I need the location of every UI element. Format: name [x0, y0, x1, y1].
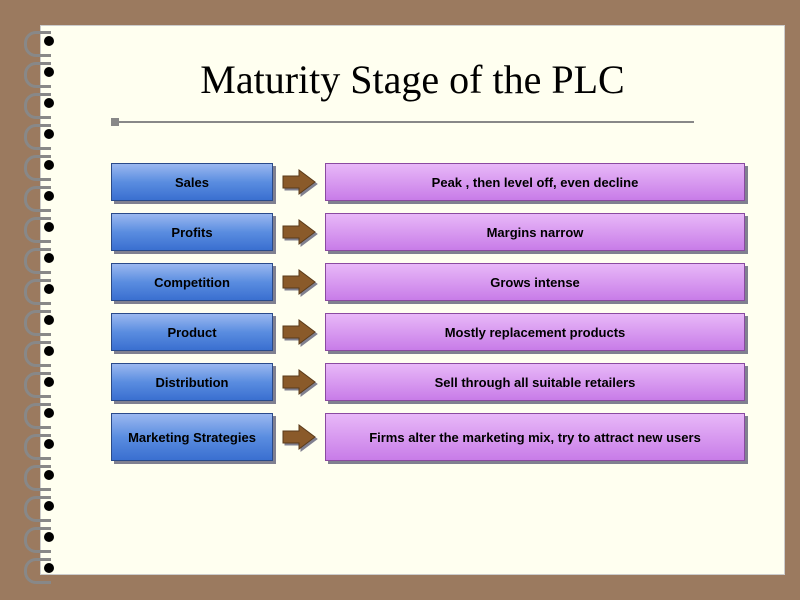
description-box: Peak , then level off, even decline [325, 163, 745, 201]
category-label: Sales [111, 163, 273, 201]
arrow-icon [281, 218, 317, 246]
ring-icon [26, 495, 56, 519]
arrow-icon [281, 368, 317, 396]
ring-icon [26, 309, 56, 333]
description-box: Mostly replacement products [325, 313, 745, 351]
ring-icon [26, 526, 56, 550]
ring-icon [26, 371, 56, 395]
category-label: Distribution [111, 363, 273, 401]
info-row: Distribution Sell through all suitable r… [111, 363, 754, 401]
ring-icon [26, 402, 56, 426]
category-label: Competition [111, 263, 273, 301]
ring-icon [26, 433, 56, 457]
info-row: Competition Grows intense [111, 263, 754, 301]
ring-icon [26, 30, 56, 54]
description-box: Sell through all suitable retailers [325, 363, 745, 401]
description-box: Firms alter the marketing mix, try to at… [325, 413, 745, 461]
ring-icon [26, 61, 56, 85]
arrow-icon [281, 268, 317, 296]
ring-icon [26, 464, 56, 488]
spiral-binding [26, 30, 56, 581]
ring-icon [26, 340, 56, 364]
info-row: Profits Margins narrow [111, 213, 754, 251]
arrow-icon [281, 168, 317, 196]
page-title: Maturity Stage of the PLC [41, 26, 784, 121]
ring-icon [26, 278, 56, 302]
arrow-icon [281, 318, 317, 346]
info-row: Sales Peak , then level off, even declin… [111, 163, 754, 201]
arrow-icon [281, 423, 317, 451]
description-box: Grows intense [325, 263, 745, 301]
category-label: Product [111, 313, 273, 351]
paper-slide: Maturity Stage of the PLC Sales Peak , t… [40, 25, 785, 575]
description-box: Margins narrow [325, 213, 745, 251]
info-row: Marketing Strategies Firms alter the mar… [111, 413, 754, 461]
ring-icon [26, 185, 56, 209]
title-divider [111, 121, 694, 123]
content-area: Sales Peak , then level off, even declin… [41, 123, 784, 461]
info-row: Product Mostly replacement products [111, 313, 754, 351]
ring-icon [26, 92, 56, 116]
ring-icon [26, 154, 56, 178]
ring-icon [26, 123, 56, 147]
ring-icon [26, 247, 56, 271]
ring-icon [26, 557, 56, 581]
ring-icon [26, 216, 56, 240]
category-label: Profits [111, 213, 273, 251]
category-label: Marketing Strategies [111, 413, 273, 461]
